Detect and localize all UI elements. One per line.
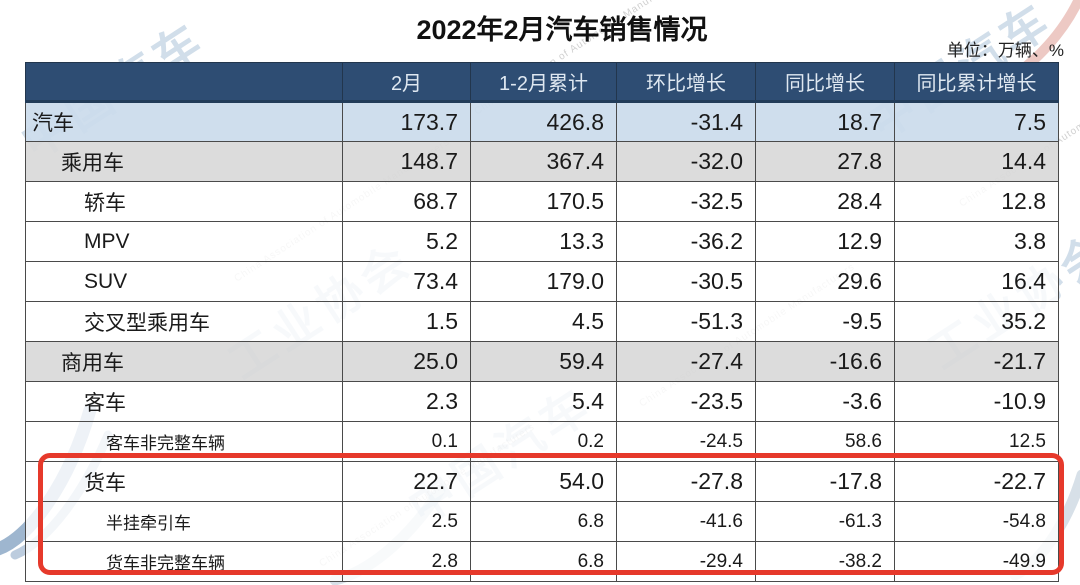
row-label: 货车非完整车辆	[25, 541, 343, 582]
cell-value: 18.7	[755, 101, 895, 142]
cell-value: -23.5	[616, 381, 756, 422]
cell-value: -29.4	[616, 541, 756, 582]
cell-value: -51.3	[616, 301, 756, 342]
cell-value: 4.5	[470, 301, 617, 342]
cell-value: 1.5	[342, 301, 471, 342]
cell-value: 5.2	[342, 221, 471, 262]
cell-value: -32.5	[616, 181, 756, 222]
cell-value: 170.5	[470, 181, 617, 222]
cell-value: -38.2	[755, 541, 895, 582]
cell-value: -32.0	[616, 141, 756, 182]
row-label: 乘用车	[25, 141, 343, 182]
cell-value: -54.8	[894, 501, 1059, 542]
cell-value: 6.8	[470, 501, 617, 542]
cell-value: -21.7	[894, 341, 1059, 382]
cell-value: 29.6	[755, 261, 895, 302]
cell-value: 179.0	[470, 261, 617, 302]
cell-value: 12.9	[755, 221, 895, 262]
cell-value: -27.8	[616, 461, 756, 502]
row-label: 客车	[25, 381, 343, 422]
table-row: MPV 5.2 13.3 -36.2 12.9 3.8	[25, 221, 1059, 262]
row-label: 交叉型乘用车	[25, 301, 343, 342]
cell-value: 22.7	[342, 461, 471, 502]
row-label: 客车非完整车辆	[25, 421, 343, 462]
row-label: 汽车	[25, 101, 343, 142]
row-label: MPV	[25, 221, 343, 262]
cell-value: 68.7	[342, 181, 471, 222]
cell-value: -9.5	[755, 301, 895, 342]
cell-value: 426.8	[470, 101, 617, 142]
cell-value: 0.1	[342, 421, 471, 462]
table-row: 交叉型乘用车 1.5 4.5 -51.3 -9.5 35.2	[25, 301, 1059, 342]
row-label: SUV	[25, 261, 343, 302]
cell-value: -17.8	[755, 461, 895, 502]
cell-value: -61.3	[755, 501, 895, 542]
page-title: 2022年2月汽车销售情况	[416, 15, 708, 45]
col-header-yoy-growth: 同比增长	[755, 62, 895, 103]
col-header-jan-feb-cum: 1-2月累计	[470, 62, 617, 103]
col-header-mom-growth: 环比增长	[616, 62, 756, 103]
cell-value: -49.9	[894, 541, 1059, 582]
cell-value: 59.4	[470, 341, 617, 382]
cell-value: 173.7	[342, 101, 471, 142]
cell-value: -41.6	[616, 501, 756, 542]
row-label: 商用车	[25, 341, 343, 382]
cell-value: -24.5	[616, 421, 756, 462]
cell-value: 25.0	[342, 341, 471, 382]
cell-value: 6.8	[470, 541, 617, 582]
table-row: 乘用车 148.7 367.4 -32.0 27.8 14.4	[25, 141, 1059, 182]
cell-value: 73.4	[342, 261, 471, 302]
cell-value: 58.6	[755, 421, 895, 462]
cell-value: 148.7	[342, 141, 471, 182]
cell-value: 7.5	[894, 101, 1059, 142]
cell-value: -27.4	[616, 341, 756, 382]
cell-value: 14.4	[894, 141, 1059, 182]
cell-value: -30.5	[616, 261, 756, 302]
cell-value: 12.8	[894, 181, 1059, 222]
cell-value: 16.4	[894, 261, 1059, 302]
table-row: 客车非完整车辆 0.1 0.2 -24.5 58.6 12.5	[25, 421, 1059, 462]
cell-value: -16.6	[755, 341, 895, 382]
cell-value: -36.2	[616, 221, 756, 262]
table-row: 汽车 173.7 426.8 -31.4 18.7 7.5	[25, 101, 1059, 142]
cell-value: -31.4	[616, 101, 756, 142]
cell-value: 54.0	[470, 461, 617, 502]
sales-table: 2月 1-2月累计 环比增长 同比增长 同比累计增长 汽车 173.7 426.…	[25, 62, 1059, 582]
cell-value: 13.3	[470, 221, 617, 262]
cell-value: 12.5	[894, 421, 1059, 462]
unit-note: 单位：万辆、%	[946, 41, 1064, 60]
table-row-highlighted: 货车非完整车辆 2.8 6.8 -29.4 -38.2 -49.9	[25, 541, 1059, 582]
table-row: 轿车 68.7 170.5 -32.5 28.4 12.8	[25, 181, 1059, 222]
cell-value: 5.4	[470, 381, 617, 422]
cell-value: -22.7	[894, 461, 1059, 502]
cell-value: -3.6	[755, 381, 895, 422]
cell-value: -10.9	[894, 381, 1059, 422]
cell-value: 35.2	[894, 301, 1059, 342]
cell-value: 2.8	[342, 541, 471, 582]
table-row-highlighted: 半挂牵引车 2.5 6.8 -41.6 -61.3 -54.8	[25, 501, 1059, 542]
cell-value: 3.8	[894, 221, 1059, 262]
row-label: 半挂牵引车	[25, 501, 343, 542]
col-header-category	[25, 62, 343, 103]
cell-value: 2.5	[342, 501, 471, 542]
row-label: 货车	[25, 461, 343, 502]
cell-value: 28.4	[755, 181, 895, 222]
cell-value: 367.4	[470, 141, 617, 182]
cell-value: 2.3	[342, 381, 471, 422]
table-row-highlighted: 货车 22.7 54.0 -27.8 -17.8 -22.7	[25, 461, 1059, 502]
cell-value: 27.8	[755, 141, 895, 182]
table-row: 客车 2.3 5.4 -23.5 -3.6 -10.9	[25, 381, 1059, 422]
col-header-yoy-cum-growth: 同比累计增长	[894, 62, 1059, 103]
col-header-feb: 2月	[342, 62, 471, 103]
table-row: SUV 73.4 179.0 -30.5 29.6 16.4	[25, 261, 1059, 302]
table-row: 商用车 25.0 59.4 -27.4 -16.6 -21.7	[25, 341, 1059, 382]
row-label: 轿车	[25, 181, 343, 222]
cell-value: 0.2	[470, 421, 617, 462]
table-header-row: 2月 1-2月累计 环比增长 同比增长 同比累计增长	[25, 62, 1059, 103]
